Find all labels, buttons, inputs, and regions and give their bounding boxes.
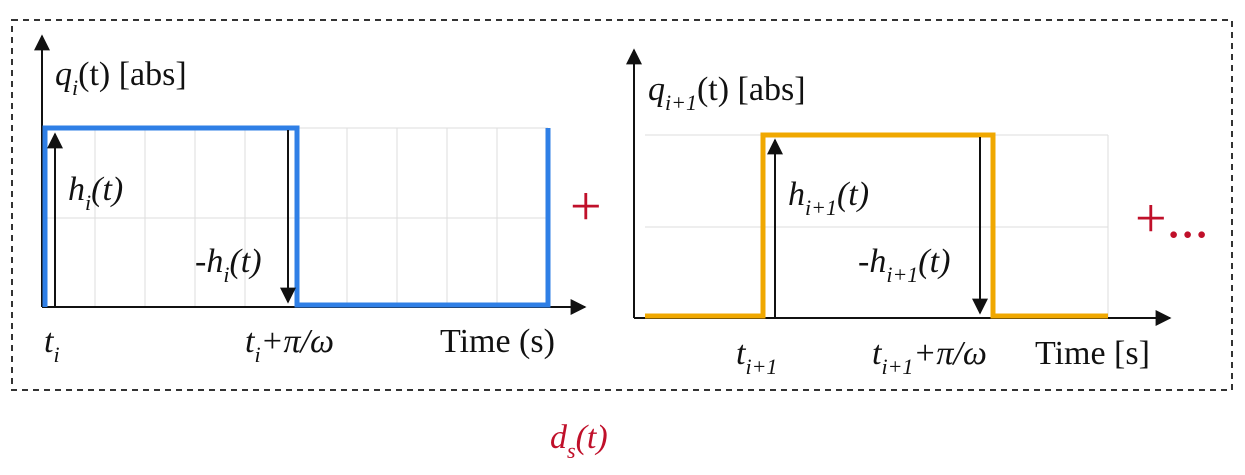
text-part: i+1 (665, 90, 697, 115)
start-label: ti+1 (736, 335, 777, 379)
text-part: i+1 (745, 354, 777, 379)
text-part: q (55, 56, 72, 93)
up-label: hi+1(t) (788, 176, 869, 220)
text-part: s (567, 438, 576, 463)
x-label: Time (s) (440, 323, 555, 360)
y-label: qi+1(t) [abs] (648, 71, 806, 115)
text-part: (t) (229, 243, 261, 280)
operator: + (570, 176, 602, 238)
y-label: qi(t) [abs] (55, 56, 187, 100)
text-part: i+1 (886, 262, 918, 287)
caption: ds(t) (550, 419, 608, 463)
text-part: i (254, 342, 260, 367)
grid (645, 134, 1109, 318)
up-label: hi(t) (68, 171, 123, 215)
panel-right: qi+1(t) [abs] hi+1(t) -hi+1(t) ti+1 ti+1… (626, 48, 1172, 379)
text-part: t (872, 335, 883, 372)
text-part: d (550, 419, 568, 456)
text-part: +π/ω (261, 323, 334, 360)
text-part: h (788, 176, 805, 213)
text-part: +π/ω (913, 335, 986, 372)
pulse (42, 125, 551, 308)
text-part: (t) (91, 171, 123, 208)
text-part: - (195, 243, 206, 280)
text-part: t (736, 335, 747, 372)
text-part: h (869, 243, 886, 280)
text-part: i (53, 342, 59, 367)
x-label: Time [s] (1035, 335, 1150, 372)
end-label: ti+π/ω (245, 323, 334, 367)
text-part: h (68, 171, 85, 208)
text-part: q (648, 71, 665, 108)
text-part: i (72, 75, 78, 100)
text-part: (t) (918, 243, 950, 280)
down-label: -hi+1(t) (858, 243, 950, 287)
text-part: h (206, 243, 223, 280)
pulse (645, 132, 1108, 319)
text-part: t (44, 323, 55, 360)
end-label: ti+1+π/ω (872, 335, 987, 379)
text-part: i (85, 190, 91, 215)
text-part: (t) [abs] (697, 71, 806, 108)
dashed-frame (11, 19, 1233, 391)
text-part: (t) (837, 176, 869, 213)
text-part: t (245, 323, 256, 360)
text-part: i+1 (881, 354, 913, 379)
text-part: (t) [abs] (78, 56, 187, 93)
start-label: ti (44, 323, 60, 367)
text-part: - (858, 243, 869, 280)
text-part: (t) (576, 419, 608, 456)
panel-left: qi(t) [abs] hi(t) -hi(t) ti ti+π/ω Time … (34, 34, 587, 367)
operator: +... (1135, 188, 1209, 250)
down-label: -hi(t) (195, 243, 262, 287)
text-part: i (223, 262, 229, 287)
text-part: i+1 (805, 195, 837, 220)
